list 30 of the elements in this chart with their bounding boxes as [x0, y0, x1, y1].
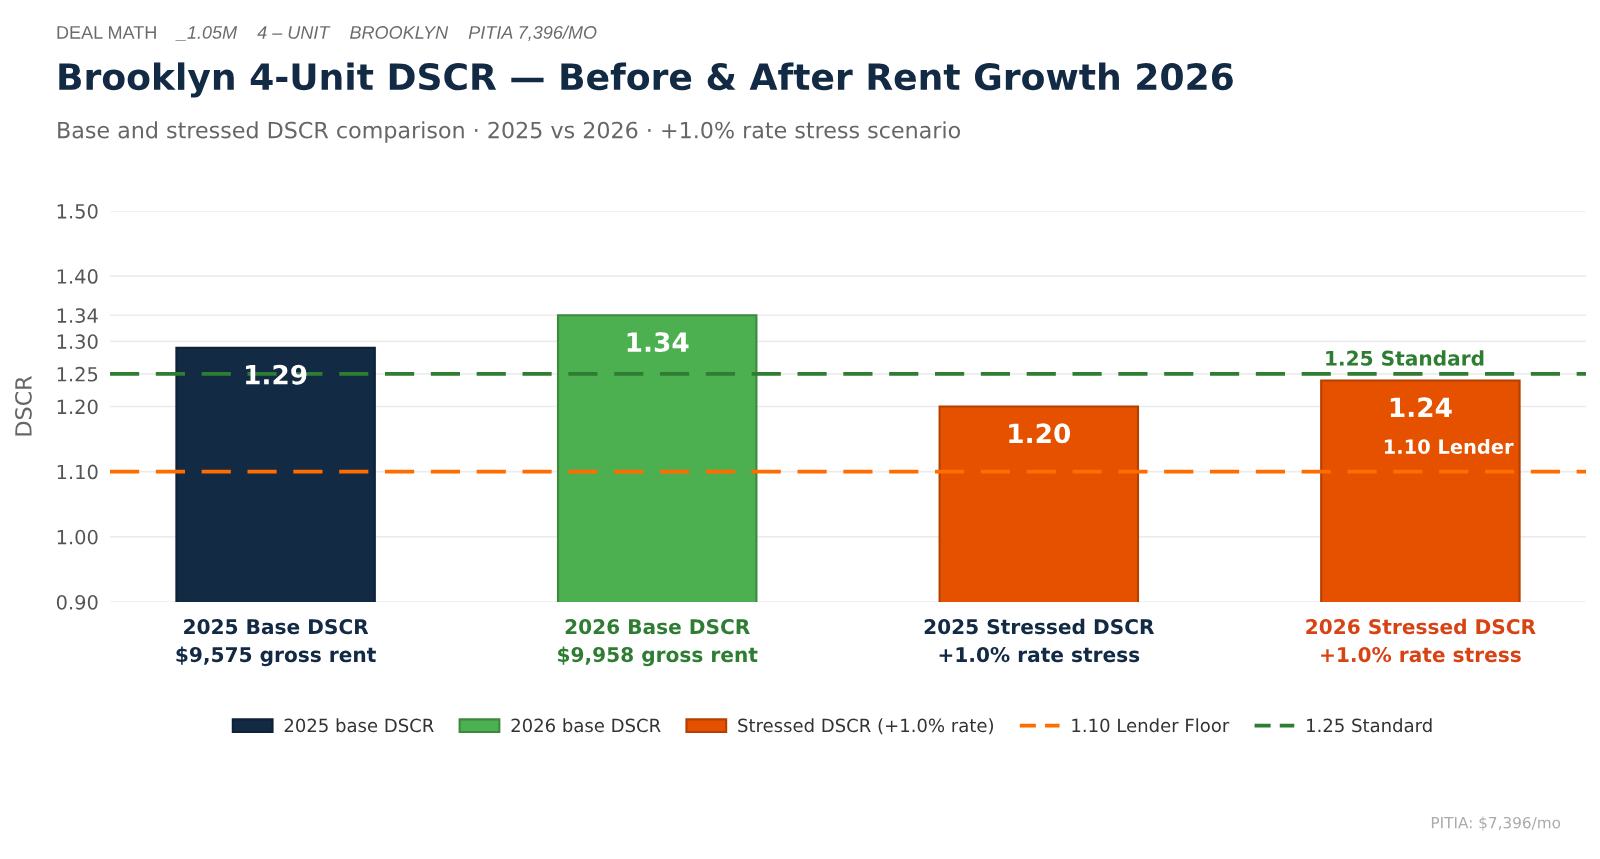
text: PITIA: $7,396/mo — [1431, 816, 1561, 831]
x-tick-label: 2026 Stressed DSCR +1.0% rate stress — [1306, 618, 1536, 663]
y-tick-label: 1.10 — [57, 464, 98, 480]
legend-label: Stressed DSCR (+1.0% rate) — [738, 718, 993, 735]
data-label: 1.24 — [1390, 397, 1452, 417]
y-tick-label: 0.90 — [56, 594, 98, 610]
text: DEAL MATH — [57, 26, 156, 39]
y-tick-label: 1.20 — [57, 399, 98, 415]
y-tick-label: 1.25 — [57, 366, 98, 382]
chart-subtitle: Base and stressed DSCR comparison · 2025 vs 2026 · +1.0% rate stress scenario — [58, 121, 960, 143]
y-tick-label: 1.34 — [57, 308, 98, 323]
data-label: 1.34 — [627, 332, 689, 353]
text: _1.05M 4 – UNIT BROOKLYN PITIA 7,396/MO — [175, 25, 597, 41]
legend-label: 2025 base DSCR — [284, 718, 434, 733]
data-label: 1.20 — [1009, 423, 1071, 444]
y-tick-label: 1.50 — [57, 203, 98, 219]
y-axis-title: DSCR — [15, 376, 32, 436]
legend-label: 2026 base DSCR — [511, 718, 661, 733]
x-tick-label: 2025 Stressed DSCR +1.0% rate stress — [924, 618, 1155, 663]
chart-title: Brooklyn 4-Unit DSCR — Before & After Rent Growth 2026 — [59, 62, 1233, 98]
legend-label: 1.10 Lender Floor — [1072, 718, 1230, 733]
annotation: 1.10 Lender — [1384, 438, 1514, 455]
x-tick-label: 2026 Base DSCR $9,958 gross rent — [558, 619, 758, 667]
y-tick-label: 1.30 — [57, 334, 98, 349]
data-label: 1.29 — [246, 364, 307, 385]
text: 1.25 Standard — [1307, 718, 1432, 733]
y-tick-label: 1.40 — [57, 269, 98, 284]
x-tick-label: 2025 Base DSCR $9,575 gross rent — [176, 619, 376, 667]
ref-line-label: 1.25 Standard — [1326, 350, 1484, 366]
y-tick-label: 1.00 — [57, 529, 98, 545]
